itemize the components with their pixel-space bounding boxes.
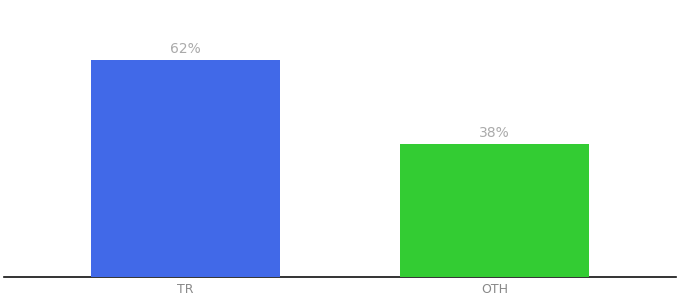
Text: 62%: 62% xyxy=(170,42,201,56)
Text: 38%: 38% xyxy=(479,126,510,140)
Bar xyxy=(401,144,588,277)
Bar xyxy=(92,60,279,277)
